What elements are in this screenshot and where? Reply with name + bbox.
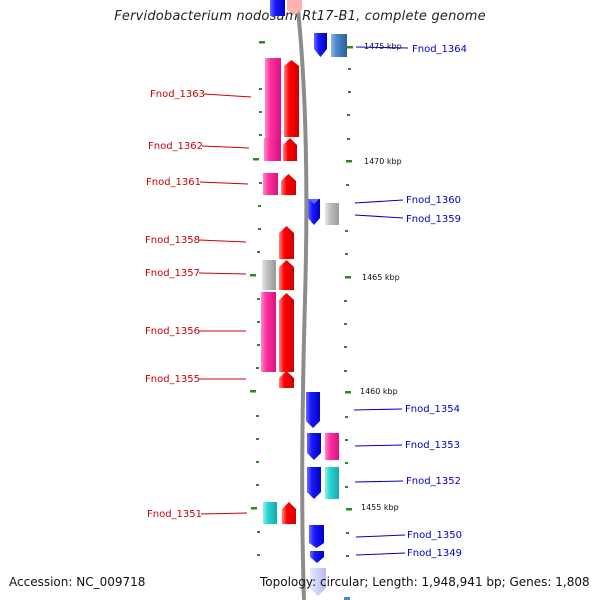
gene-fnod-1351-fwd[interactable] xyxy=(282,502,296,524)
topology-label: Topology: circular; Length: 1,948,941 bp… xyxy=(260,575,590,589)
gene-fnod-1362[interactable] xyxy=(264,138,280,161)
gene-fnod-1363[interactable] xyxy=(265,58,281,161)
genome-backbone xyxy=(295,0,309,600)
label-fnod-1356[interactable]: Fnod_1356 xyxy=(145,326,200,337)
kbp-label-1465: 1465 kbp xyxy=(362,273,400,282)
kbp-label-1475: 1475 kbp xyxy=(364,42,402,51)
label-fnod-1351[interactable]: Fnod_1351 xyxy=(147,509,202,520)
gene-fnod-1361-fwd[interactable] xyxy=(281,174,296,195)
left-label-lines xyxy=(198,93,252,515)
gene-fnod-1363-fwd[interactable] xyxy=(284,60,299,137)
label-fnod-1350[interactable]: Fnod_1350 xyxy=(407,530,462,541)
gene-fnod-1357[interactable] xyxy=(262,260,276,290)
gene-fnod-1364-neighbour[interactable] xyxy=(331,34,347,57)
gene-fnod-1360-cap xyxy=(309,199,319,204)
gene-fnod-1361[interactable] xyxy=(263,173,278,195)
gene-fnod-1352[interactable] xyxy=(307,467,321,499)
label-fnod-1354[interactable]: Fnod_1354 xyxy=(405,404,460,415)
label-fnod-1359[interactable]: Fnod_1359 xyxy=(406,214,461,225)
label-fnod-1360[interactable]: Fnod_1360 xyxy=(406,195,461,206)
left-ticks xyxy=(250,41,265,556)
gene-fnod-1350[interactable] xyxy=(309,525,324,548)
label-fnod-1357[interactable]: Fnod_1357 xyxy=(145,268,200,279)
gene-fnod-1354[interactable] xyxy=(306,392,320,428)
gene-fnod-1351[interactable] xyxy=(263,502,277,524)
label-fnod-1349[interactable]: Fnod_1349 xyxy=(407,548,462,559)
gene-fnod-1364[interactable] xyxy=(314,33,327,57)
gene-top-blue[interactable] xyxy=(270,0,285,16)
kbp-label-1460: 1460 kbp xyxy=(360,387,398,396)
gene-fnod-1360[interactable] xyxy=(308,199,320,225)
gene-fnod-1356[interactable] xyxy=(261,292,276,372)
gene-fnod-1349[interactable] xyxy=(310,551,324,563)
label-fnod-1353[interactable]: Fnod_1353 xyxy=(405,440,460,451)
gene-fnod-1352-neighbour[interactable] xyxy=(325,467,339,499)
label-fnod-1362[interactable]: Fnod_1362 xyxy=(148,141,203,152)
kbp-label-1470: 1470 kbp xyxy=(364,157,402,166)
gene-fnod-1355[interactable] xyxy=(279,371,294,388)
gene-fnod-1362-fwd[interactable] xyxy=(283,138,297,161)
label-fnod-1355[interactable]: Fnod_1355 xyxy=(145,374,200,385)
gene-fnod-1353[interactable] xyxy=(307,433,321,460)
right-ticks xyxy=(344,46,353,557)
label-fnod-1363[interactable]: Fnod_1363 xyxy=(150,89,205,100)
gene-fnod-1358[interactable] xyxy=(279,226,294,259)
gene-fnod-1353-neighbour[interactable] xyxy=(325,433,339,460)
gene-top-pink[interactable] xyxy=(287,0,302,15)
label-fnod-1361[interactable]: Fnod_1361 xyxy=(146,177,201,188)
gene-fnod-1356-fwd[interactable] xyxy=(279,293,294,372)
right-label-lines xyxy=(353,46,409,556)
gene-bottom-light[interactable] xyxy=(310,568,326,596)
gene-fnod-1357-fwd[interactable] xyxy=(279,260,294,290)
kbp-label-1455: 1455 kbp xyxy=(361,503,399,512)
label-fnod-1364[interactable]: Fnod_1364 xyxy=(412,44,467,55)
accession-label: Accession: NC_009718 xyxy=(9,575,146,589)
label-fnod-1358[interactable]: Fnod_1358 xyxy=(145,235,200,246)
gene-bottom-tiny xyxy=(344,597,350,600)
gene-fnod-1359[interactable] xyxy=(325,203,339,225)
label-fnod-1352[interactable]: Fnod_1352 xyxy=(406,476,461,487)
